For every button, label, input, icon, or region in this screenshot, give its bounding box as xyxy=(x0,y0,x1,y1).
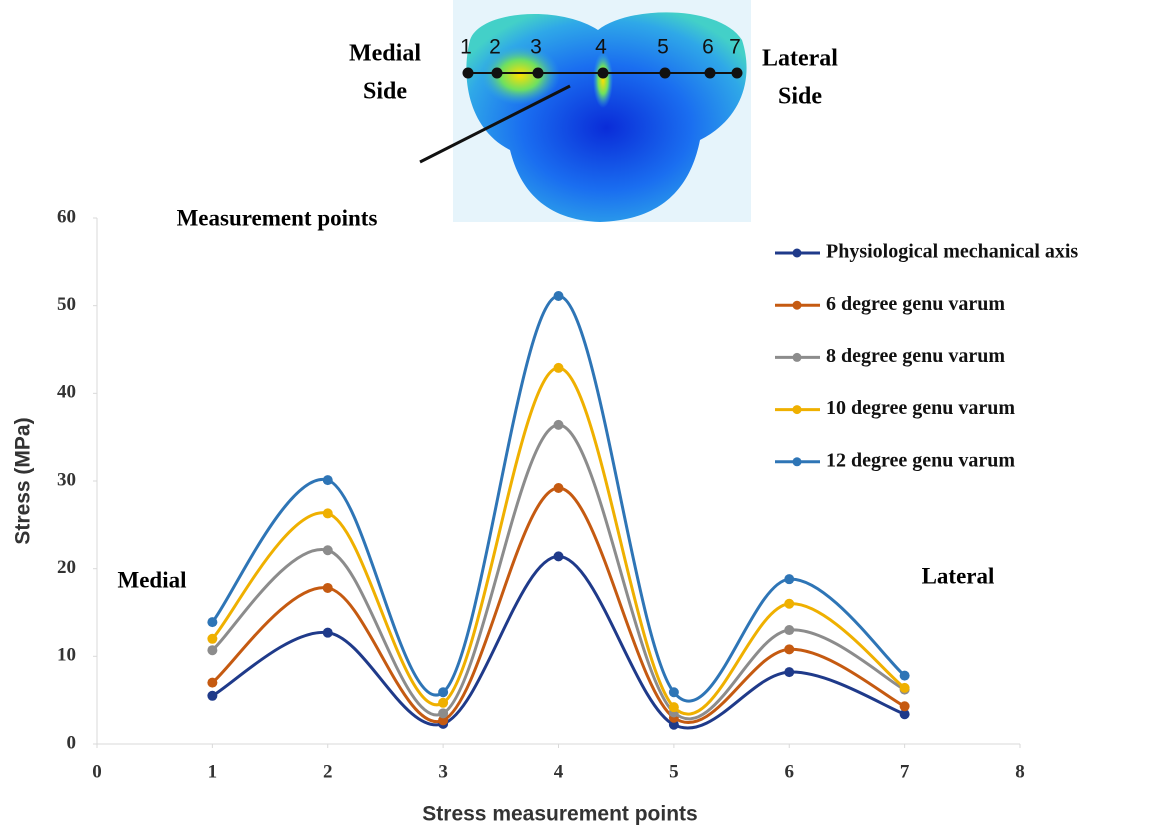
x-tick-label: 0 xyxy=(92,761,102,782)
annotation: Measurement points xyxy=(177,205,378,230)
inset-point-label: 7 xyxy=(729,36,741,59)
data-point xyxy=(899,670,910,681)
legend-label: 10 degree genu varum xyxy=(826,397,1015,419)
data-point xyxy=(784,667,795,678)
y-tick-label: 50 xyxy=(57,294,76,315)
x-tick-label: 8 xyxy=(1015,761,1025,782)
inset-point xyxy=(532,67,544,79)
inset-label: Side xyxy=(778,84,822,110)
annotation: Lateral xyxy=(922,563,995,588)
inset-point xyxy=(597,67,609,79)
data-point xyxy=(322,545,333,556)
x-tick-label: 6 xyxy=(785,761,795,782)
x-axis-label: Stress measurement points xyxy=(422,803,697,826)
inset-point-label: 2 xyxy=(489,36,501,59)
data-point xyxy=(207,690,218,701)
y-tick-label: 60 xyxy=(57,206,76,227)
inset-point xyxy=(704,67,716,79)
data-point xyxy=(668,719,679,730)
data-point xyxy=(784,625,795,636)
y-tick-label: 30 xyxy=(57,469,76,490)
x-tick-label: 3 xyxy=(438,761,448,782)
legend-marker xyxy=(792,457,802,467)
y-tick-label: 0 xyxy=(67,732,77,753)
inset-point-label: 1 xyxy=(460,36,472,59)
data-point xyxy=(553,483,564,494)
data-point xyxy=(784,644,795,655)
data-point xyxy=(438,708,449,719)
data-point xyxy=(207,645,218,656)
data-point xyxy=(899,709,910,720)
legend-label: 8 degree genu varum xyxy=(826,345,1005,367)
data-point xyxy=(207,677,218,688)
inset-diagram xyxy=(419,0,751,223)
legend-marker xyxy=(792,352,802,362)
inset-point-label: 3 xyxy=(530,36,542,59)
data-point xyxy=(438,697,449,708)
data-point xyxy=(322,475,333,486)
series-line xyxy=(211,366,906,716)
x-tick-label: 4 xyxy=(554,761,564,782)
inset-label: Medial xyxy=(349,41,421,67)
data-point xyxy=(668,687,679,698)
data-point xyxy=(784,598,795,609)
inset-point xyxy=(462,67,474,79)
legend-marker xyxy=(792,248,802,258)
inset-point xyxy=(731,67,743,79)
inset-point xyxy=(659,67,671,79)
data-point xyxy=(899,682,910,693)
annotation: Medial xyxy=(118,567,187,592)
inset-point-label: 4 xyxy=(595,36,607,59)
x-tick-label: 5 xyxy=(669,761,679,782)
legend-label: Physiological mechanical axis xyxy=(826,241,1078,263)
y-tick-label: 20 xyxy=(57,557,76,578)
inset-point-label: 5 xyxy=(657,36,669,59)
legend-marker xyxy=(792,300,802,310)
y-tick-label: 10 xyxy=(57,645,76,666)
data-point xyxy=(553,291,564,302)
data-point xyxy=(207,633,218,644)
legend-label: 12 degree genu varum xyxy=(826,449,1015,471)
inset-label: Side xyxy=(363,79,407,105)
data-point xyxy=(438,715,449,726)
y-axis-label: Stress (MPa) xyxy=(12,417,35,544)
x-tick-label: 2 xyxy=(323,761,333,782)
data-point xyxy=(322,508,333,519)
x-tick-label: 1 xyxy=(208,761,218,782)
inset-point xyxy=(491,67,503,79)
x-tick-label: 7 xyxy=(900,761,910,782)
data-point xyxy=(899,701,910,712)
series-line xyxy=(211,423,906,721)
inset-point-label: 6 xyxy=(702,36,714,59)
stress-region xyxy=(480,45,560,105)
data-point xyxy=(553,362,564,373)
data-point xyxy=(438,687,449,698)
stress-region xyxy=(593,52,613,108)
data-point xyxy=(322,582,333,593)
legend-label: 6 degree genu varum xyxy=(826,293,1005,315)
leader-line xyxy=(419,84,571,164)
legend-marker xyxy=(792,405,802,415)
data-point xyxy=(784,574,795,585)
data-point xyxy=(553,419,564,430)
data-point xyxy=(668,702,679,713)
data-point xyxy=(207,617,218,628)
data-point xyxy=(322,627,333,638)
y-tick-label: 40 xyxy=(57,382,76,403)
inset-label: Lateral xyxy=(762,46,838,72)
data-point xyxy=(553,551,564,562)
